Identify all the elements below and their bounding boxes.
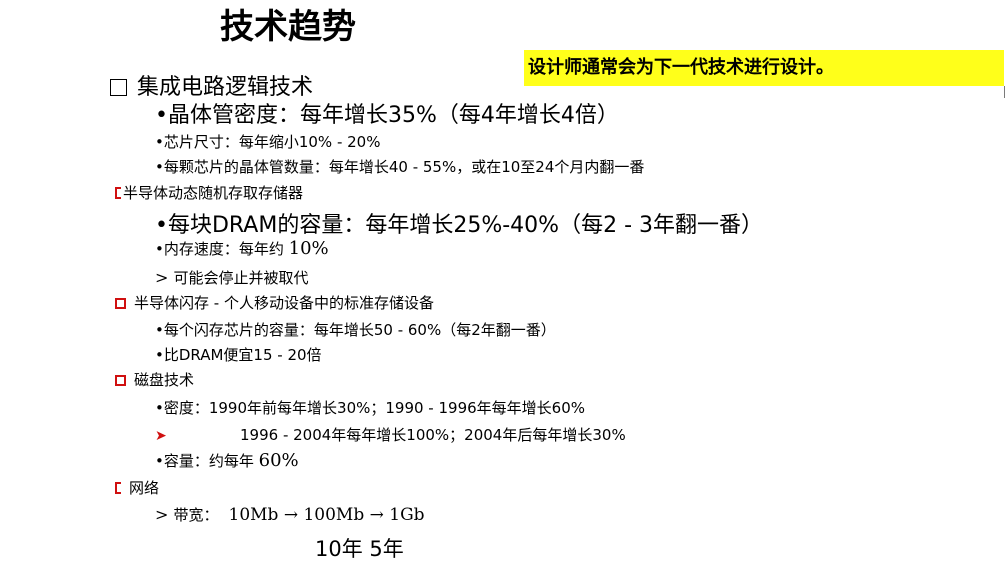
- highlight-banner: 设计师通常会为下一代技术进行设计。: [524, 50, 1004, 86]
- square-bullet-icon: [115, 298, 126, 309]
- partial-bullet-icon: [115, 187, 121, 199]
- dram-note: > 可能会停止并被取代: [155, 268, 309, 287]
- disk-density-1: •密度：1990年前每年增长30%；1990 - 1996年每年增长60%: [155, 399, 585, 417]
- disk-density-2: 1996 - 2004年每年增长100%；2004年后每年增长30%: [240, 426, 626, 444]
- divider: [1004, 86, 1005, 98]
- section-heading-disk: 磁盘技术: [115, 369, 194, 391]
- flash-cost: •比DRAM便宜15 - 20倍: [155, 346, 322, 364]
- ic-die-size: •芯片尺寸：每年缩小10% - 20%: [155, 133, 381, 151]
- dram-capacity: •每块DRAM的容量：每年增长25%-40%（每2 - 3年翻一番）: [155, 213, 763, 238]
- checkbox-bullet-icon: [110, 79, 127, 96]
- section-heading-dram: 半导体动态随机存取存储器: [115, 182, 303, 204]
- ic-transistor-density: •晶体管密度：每年增长35%（每4年增长4倍）: [155, 103, 619, 128]
- network-bandwidth: > 带宽： 10Mb → 100Mb → 1Gb: [155, 505, 425, 525]
- flash-capacity: •每个闪存芯片的容量：每年增长50 - 60%（每2年翻一番）: [155, 321, 556, 339]
- page-title: 技术趋势: [220, 7, 356, 47]
- square-bullet-icon: [115, 375, 126, 386]
- section-heading-flash: 半导体闪存 - 个人移动设备中的标准存储设备: [115, 292, 434, 314]
- network-years: 10年 5年: [315, 537, 404, 561]
- section-heading-network: 网络: [115, 477, 159, 499]
- section-heading-ic: 集成电路逻辑技术: [110, 73, 313, 103]
- arrow-bullet-icon: ➤: [155, 428, 167, 444]
- disk-capacity: •容量：约每年 60%: [155, 450, 299, 471]
- dram-speed: •内存速度：每年约 10%: [155, 238, 329, 259]
- ic-transistor-count: •每颗芯片的晶体管数量：每年增长40 - 55%，或在10至24个月内翻一番: [155, 158, 645, 176]
- partial-bullet-icon: [115, 482, 121, 494]
